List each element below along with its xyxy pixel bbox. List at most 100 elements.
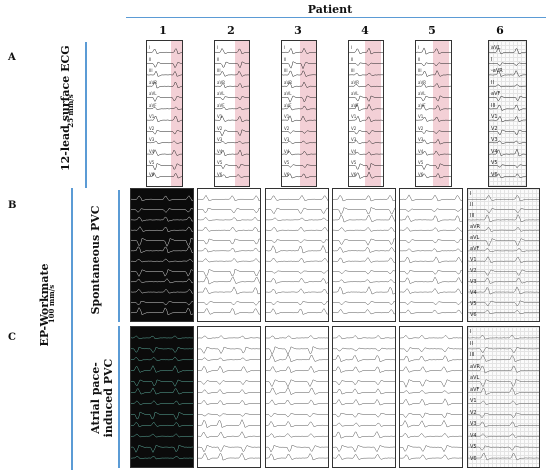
- surface-ecg-2-lead-label: V3: [217, 137, 223, 142]
- ecg-trace: [349, 115, 383, 123]
- ecg-trace: [198, 257, 260, 263]
- surface-ecg-6-lead-label: III: [491, 102, 496, 109]
- ecg-trace: [198, 207, 260, 214]
- ecg-trace: [198, 452, 260, 461]
- ecg-trace: [282, 173, 316, 179]
- spontaneous-pvc-panel-1: [130, 188, 194, 322]
- surface-ecg-3-lead-label: V2: [284, 125, 290, 131]
- ecg-trace: [468, 269, 539, 276]
- ecg-trace: [266, 257, 328, 263]
- spontaneous-pvc-6-lead-label: V6: [470, 312, 477, 318]
- section-a-speed: 25 mm/s: [66, 94, 75, 128]
- ecg-trace: [489, 115, 526, 123]
- ecg-trace: [400, 276, 462, 285]
- pvc-highlight: [300, 41, 316, 186]
- ecg-trace: [416, 163, 451, 171]
- surface-ecg-2-lead-label: II: [217, 56, 220, 62]
- surface-ecg-2-lead-label: aVF: [217, 102, 225, 108]
- ecg-trace: [489, 104, 526, 111]
- surface-ecg-traces-3: [282, 47, 316, 179]
- paced-pvc-traces-6: [468, 334, 539, 461]
- ecg-trace: [333, 238, 395, 246]
- spontaneous-pvc-6-lead-label: aVL: [470, 235, 480, 241]
- ecg-trace: [282, 164, 316, 168]
- ecg-trace: [266, 353, 328, 363]
- ecg-trace: [147, 81, 182, 89]
- ecg-trace: [468, 400, 539, 405]
- ecg-trace: [198, 226, 260, 232]
- ecg-trace: [266, 420, 328, 428]
- ecg-trace: [147, 106, 182, 110]
- paced-pvc-traces-5: [400, 335, 462, 460]
- ecg-trace: [468, 195, 539, 202]
- spontaneous-pvc-6-lead-label: aVR: [470, 224, 480, 230]
- ecg-trace: [333, 453, 395, 460]
- ecg-trace: [266, 239, 328, 243]
- ecg-trace: [400, 335, 462, 340]
- surface-ecg-1-lead-label: V4: [149, 148, 155, 154]
- surface-ecg-2-lead-label: aVR: [217, 79, 225, 85]
- ecg-trace: [131, 356, 193, 362]
- section-b-row-title: Spontaneous PVC: [89, 205, 102, 315]
- paced-pvc-6-lead-label: V3: [470, 421, 477, 427]
- ecg-trace: [400, 398, 462, 406]
- ecg-trace: [416, 172, 451, 179]
- ecg-trace: [468, 256, 539, 264]
- surface-ecg-3-lead-label: V1: [284, 114, 290, 119]
- surface-ecg-3-lead-label: aVR: [284, 79, 292, 85]
- ecg-trace: [333, 227, 395, 232]
- ecg-trace: [468, 334, 539, 340]
- ecg-trace: [349, 62, 383, 66]
- ecg-trace: [215, 174, 249, 178]
- ecg-trace: [489, 62, 526, 66]
- paced-pvc-panel-1: [130, 326, 194, 468]
- surface-ecg-traces-4: [349, 47, 383, 179]
- patient-number-5: 5: [428, 24, 436, 37]
- section-b-group-divider: [71, 188, 73, 470]
- spontaneous-pvc-6-lead-label: V4: [470, 290, 477, 296]
- surface-ecg-6-lead-label: -aVR: [491, 68, 503, 74]
- ecg-trace: [468, 412, 539, 419]
- ecg-trace: [468, 214, 539, 223]
- surface-ecg-3-lead-label: aVF: [284, 102, 292, 108]
- ecg-trace: [198, 286, 260, 295]
- ecg-trace: [131, 444, 193, 453]
- ecg-trace: [266, 444, 328, 453]
- ecg-trace: [468, 365, 539, 374]
- ecg-trace: [400, 215, 462, 223]
- ecg-trace: [400, 239, 462, 244]
- spontaneous-pvc-6-lead-label: V3: [470, 279, 477, 285]
- surface-ecg-traces-6: [489, 47, 526, 179]
- ecg-trace: [489, 148, 526, 157]
- ecg-trace: [147, 149, 182, 156]
- ecg-trace: [215, 149, 249, 157]
- ecg-trace: [131, 269, 193, 277]
- section-c-row-title: Atrial pace-induced PVC: [89, 358, 115, 438]
- pvc-highlight: [433, 41, 449, 186]
- ecg-trace: [131, 278, 193, 284]
- section-b-group-speed: 100 mm/s: [47, 284, 56, 324]
- surface-ecg-5-lead-label: aVF: [418, 102, 426, 108]
- surface-ecg-3-lead-label: aVL: [284, 91, 292, 96]
- ecg-trace: [400, 390, 462, 394]
- surface-ecg-4-lead-label: aVL: [351, 91, 359, 96]
- ecg-trace: [147, 172, 182, 179]
- ecg-trace: [468, 277, 539, 284]
- ecg-trace: [489, 164, 526, 169]
- ecg-trace: [147, 163, 182, 171]
- ecg-trace: [333, 214, 395, 223]
- ecg-trace: [131, 307, 193, 316]
- ecg-trace: [266, 433, 328, 438]
- ecg-trace: [282, 150, 316, 156]
- spontaneous-pvc-panel-3: [265, 188, 329, 322]
- paced-pvc-traces-4: [333, 334, 395, 460]
- paced-pvc-6-lead-label: III: [470, 352, 475, 358]
- ecg-trace: [468, 433, 539, 438]
- ecg-trace: [198, 365, 260, 373]
- ecg-trace: [489, 173, 526, 179]
- ecg-trace: [416, 116, 451, 122]
- ecg-trace: [416, 95, 451, 102]
- patient-header-underline: [126, 17, 546, 18]
- ecg-trace: [468, 226, 539, 232]
- ecg-trace: [266, 346, 328, 355]
